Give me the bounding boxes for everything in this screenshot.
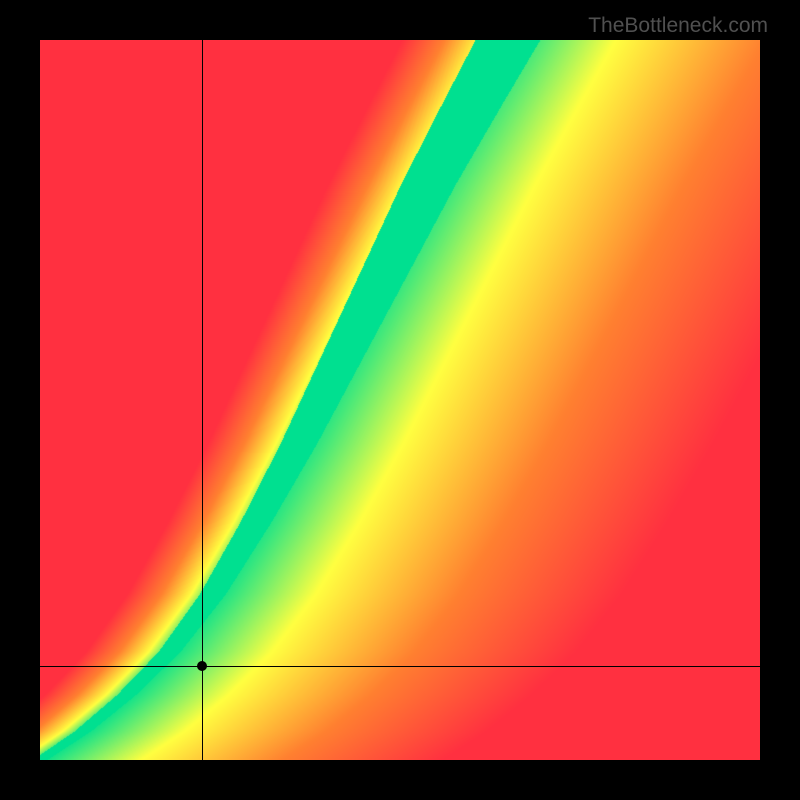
crosshair-vertical — [202, 40, 203, 760]
crosshair-marker — [197, 661, 207, 671]
plot-area — [40, 40, 760, 760]
crosshair-horizontal — [40, 666, 760, 667]
heatmap-canvas — [40, 40, 760, 760]
watermark-text: TheBottleneck.com — [588, 14, 768, 38]
